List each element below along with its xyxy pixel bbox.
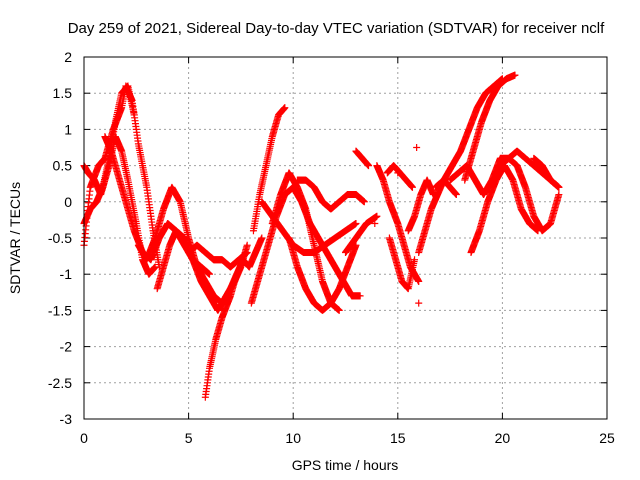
- x-tick-label: 10: [285, 430, 301, 446]
- y-tick-label: -2.5: [48, 375, 72, 391]
- data-point: [555, 183, 563, 191]
- data-point: [452, 191, 460, 199]
- data-point: [335, 306, 343, 314]
- data-point: [130, 111, 138, 119]
- y-tick-label: 2: [64, 49, 72, 65]
- x-tick-label: 20: [495, 430, 511, 446]
- y-axis-label: SDTVAR / TECUs: [7, 182, 23, 294]
- data-point: [555, 191, 563, 199]
- x-axis-label: GPS time / hours: [292, 457, 399, 473]
- data-point: [408, 183, 416, 191]
- data-point: [151, 263, 159, 271]
- y-tick-label: -2: [60, 339, 73, 355]
- data-point: [394, 169, 402, 177]
- data-point: [360, 198, 368, 206]
- data-point: [413, 144, 421, 151]
- y-tick-label: -3: [60, 411, 73, 427]
- data-point: [243, 241, 251, 249]
- data-point: [411, 256, 419, 264]
- data-point: [356, 292, 364, 300]
- data-points: [80, 71, 563, 401]
- data-point: [511, 71, 519, 79]
- y-tick-label: -1.5: [48, 302, 72, 318]
- y-tick-label: -1: [60, 266, 73, 282]
- x-tick-label: 15: [390, 430, 406, 446]
- y-axis-ticks: -3 -2.5 -2 -1.5 -1 -0.5 0 0.5 1 1.5 2: [48, 49, 607, 427]
- y-tick-label: 0.5: [53, 158, 73, 174]
- plot-frame: [83, 56, 608, 420]
- data-point: [373, 212, 381, 220]
- x-tick-label: 25: [599, 430, 615, 446]
- x-axis-ticks: 0 5 10 15 20 25: [80, 57, 615, 446]
- data-point: [415, 299, 423, 307]
- y-tick-label: -0.5: [48, 230, 72, 246]
- data-point: [281, 104, 289, 112]
- data-point: [371, 220, 379, 228]
- y-tick-label: 1: [64, 121, 72, 137]
- x-tick-label: 5: [185, 430, 193, 446]
- data-point: [206, 270, 214, 278]
- data-point: [258, 234, 266, 242]
- data-point: [415, 277, 423, 285]
- y-tick-label: 0: [64, 194, 72, 210]
- x-tick-label: 0: [80, 430, 88, 446]
- chart-title: Day 259 of 2021, Sidereal Day-to-day VTE…: [68, 20, 605, 37]
- data-point: [365, 162, 373, 170]
- data-point: [243, 248, 251, 256]
- data-point: [352, 220, 360, 228]
- y-tick-label: 1.5: [53, 85, 73, 101]
